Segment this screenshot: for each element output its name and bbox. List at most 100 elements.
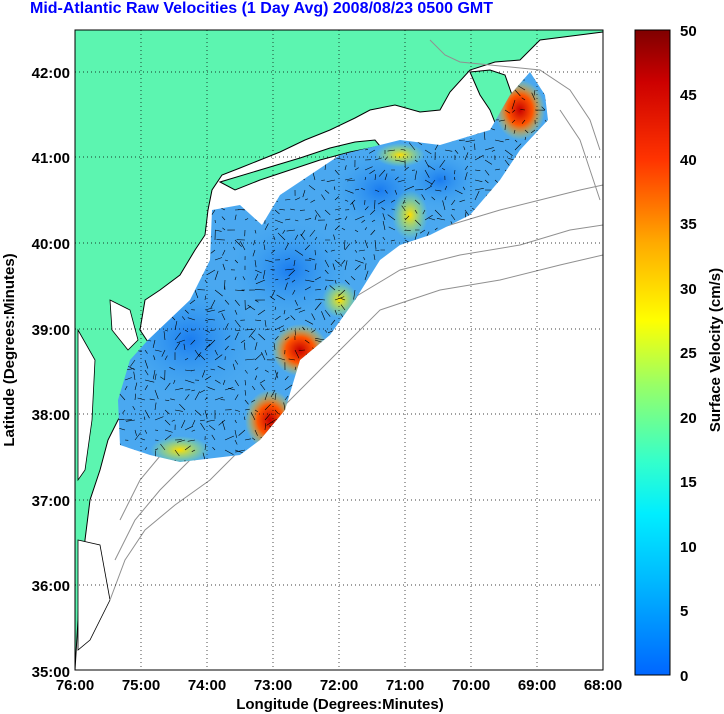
velocity-arrow [181,419,186,429]
velocity-arrow [204,319,209,322]
velocity-arrow [210,368,216,371]
velocity-arrow [242,276,246,281]
velocity-arrow [270,389,276,398]
velocity-arrow [384,173,388,181]
velocity-arrow [414,170,417,181]
velocity-arrow [364,263,367,271]
velocity-arrow [474,143,476,151]
velocity-arrow [283,309,286,315]
velocity-arrow [274,409,279,415]
velocity-arrow [330,249,336,252]
velocity-arrow [252,249,256,257]
velocity-arrow [364,176,367,181]
velocity-arrow [464,209,470,217]
velocity-arrow [250,412,256,421]
velocity-arrow [244,438,251,441]
velocity-arrow [153,355,156,361]
velocity-arrow [404,215,410,221]
velocity-arrow [234,309,238,315]
velocity-arrow [421,194,426,201]
velocity-arrow [250,335,256,341]
velocity-arrow [204,307,213,311]
velocity-arrow [264,403,272,411]
velocity-arrow [354,264,361,271]
velocity-arrow [341,259,346,265]
velocity-arrow [190,339,196,345]
velocity-arrow [164,409,170,415]
velocity-arrow [234,409,240,412]
velocity-arrow [184,425,194,431]
velocity-arrow [491,149,496,152]
velocity-arrow [244,342,246,351]
velocity-arrow [238,429,246,436]
velocity-arrow [441,167,446,171]
velocity-arrow [274,325,284,331]
velocity-arrow [381,207,386,211]
velocity-arrow [254,289,266,291]
velocity-arrow [304,198,308,201]
velocity-arrow [274,369,279,379]
velocity-arrow [222,227,226,231]
velocity-arrow [442,200,446,211]
velocity-arrow [274,278,279,281]
colorbar-tick-label: 10 [680,539,697,556]
velocity-arrow [541,106,546,111]
velocity-arrow [217,365,226,371]
velocity-arrow [134,429,137,436]
velocity-arrow [264,392,268,401]
velocity-arrow [302,326,306,331]
velocity-arrow [269,296,276,301]
velocity-arrow [294,249,304,256]
velocity-arrow [284,384,293,391]
velocity-arrow [364,166,373,171]
velocity-arrow [284,268,295,271]
velocity-arrow [329,285,336,291]
velocity-arrow [208,319,216,321]
velocity-arrow [388,226,396,231]
velocity-arrow [494,139,504,143]
velocity-arrow [404,166,409,171]
velocity-arrow [284,242,289,251]
velocity-arrow [259,379,266,384]
velocity-arrow [253,239,256,246]
velocity-arrow [184,369,192,372]
velocity-arrow [254,229,257,234]
velocity-arrow [174,409,183,412]
velocity-arrow [204,329,210,333]
velocity-arrow [173,379,176,384]
velocity-arrow [234,329,241,332]
velocity-arrow [484,169,490,176]
plot-frame [74,29,604,671]
velocity-arrow [401,205,406,211]
velocity-arrow [179,403,186,411]
velocity-arrow [199,389,206,393]
velocity-arrow [334,309,338,315]
y-tick-label: 36:00 [32,578,70,595]
velocity-arrow [424,185,432,191]
velocity-arrow [208,425,216,431]
velocity-arrow [463,146,466,151]
velocity-arrow [204,375,212,381]
velocity-arrow [224,335,231,341]
velocity-arrow [206,309,216,313]
velocity-arrow [332,263,336,271]
velocity-arrow [422,209,426,215]
colorbar-tick-label: 0 [680,668,688,685]
velocity-arrow [424,214,433,221]
velocity-arrow [474,155,484,161]
velocity-arrow [344,165,347,171]
velocity-arrow [298,349,306,351]
velocity-arrow [514,89,521,97]
velocity-arrow [370,229,376,236]
velocity-arrow [154,448,159,451]
velocity-arrow [244,399,249,405]
velocity-arrow [324,329,328,333]
velocity-arrow [521,119,526,124]
velocity-arrow [304,296,306,301]
velocity-arrow [374,199,376,210]
velocity-arrow [184,379,195,384]
velocity-arrow [334,296,345,301]
velocity-arrow [294,234,299,241]
velocity-arrow [394,189,398,195]
velocity-arrow [400,149,406,151]
